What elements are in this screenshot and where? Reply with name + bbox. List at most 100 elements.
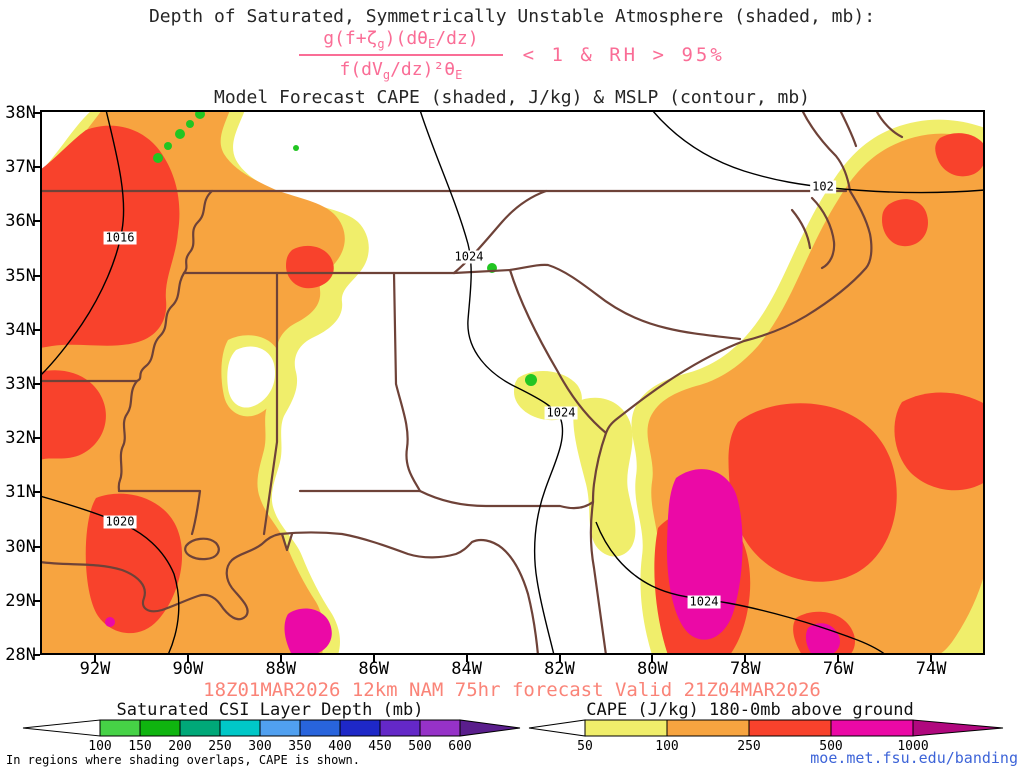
lat-axis-tick (33, 654, 40, 656)
colorbar-tick-label: 150 (128, 739, 152, 754)
lat-axis-tick (33, 437, 40, 440)
forecast-valid-line: 18Z01MAR2026 12km NAM 75hr forecast Vali… (203, 679, 821, 701)
colorbar-segment (219, 719, 261, 737)
coastline-virginia (838, 108, 858, 148)
site-link[interactable]: moe.met.fsu.edu/banding (810, 749, 1018, 767)
colorbar-tick-label: 400 (328, 739, 352, 754)
lon-axis-tick (94, 655, 96, 662)
lon-axis-tick (279, 655, 282, 662)
formula-denominator: f(dVg/dz)²θE (339, 59, 463, 82)
colorbar-segment (179, 719, 221, 737)
colorbar-left-arrow (528, 719, 586, 737)
lat-axis-label: 32N (5, 428, 36, 449)
colorbar-tick-label: 500 (408, 739, 432, 754)
lon-axis-tick (744, 655, 747, 662)
cape-colorbar (528, 719, 1004, 737)
colorbar-tick-label: 600 (448, 739, 472, 754)
lat-axis-tick (33, 491, 40, 494)
cape-legend-title: CAPE (J/kg) 180-0mb above ground (586, 700, 914, 720)
colorbar-tick-label: 200 (168, 739, 192, 754)
lon-axis-label: 82W (544, 659, 575, 679)
colorbar-right-arrow (912, 719, 1004, 737)
lon-axis-label: 88W (265, 659, 297, 679)
lat-axis-tick (33, 112, 40, 114)
lon-axis-tick (372, 655, 375, 662)
contour-1020 (39, 495, 180, 656)
lat-axis-tick (33, 383, 40, 385)
shade-magenta-dot (105, 617, 115, 627)
colorbar-segment (259, 719, 301, 737)
lat-axis-label: 29N (5, 590, 36, 611)
shade-red-west-mid (40, 370, 106, 460)
contour-1016 (39, 109, 125, 377)
lon-axis-label: 76W (822, 659, 854, 679)
csi-green-spot (293, 145, 299, 151)
lat-axis-label: 34N (5, 319, 36, 340)
colorbar-tick-label: 350 (288, 739, 312, 754)
csi-green-spot (186, 120, 194, 128)
lat-axis-label: 28N (5, 645, 36, 665)
shade-red-alabama (286, 245, 334, 289)
csi-green-spot (164, 142, 172, 150)
lat-axis-label: 36N (5, 211, 36, 232)
colorbar-segment (666, 719, 750, 737)
csi-formula: g(f+ζg)(dθE/dz) f(dVg/dz)²θE < 1 & RH > … (0, 28, 1024, 82)
lat-axis-tick (33, 220, 40, 223)
shade-red-atlantic-core (728, 403, 897, 582)
page-title: Depth of Saturated, Symmetrically Unstab… (148, 6, 876, 27)
formula-condition: < 1 & RH > 95% (522, 44, 725, 66)
lat-axis-tick (33, 274, 40, 277)
colorbar-segment (584, 719, 668, 737)
shade-red-east-edge (894, 392, 985, 491)
colorbar-tick-label: 50 (577, 739, 593, 754)
lon-axis-tick (186, 655, 189, 662)
border-northcarolina-southcarolina (452, 263, 742, 341)
map-frame (40, 110, 985, 655)
forecast-map (38, 108, 987, 657)
border-alabama-georgia (392, 271, 422, 493)
state-borders (38, 108, 904, 657)
lat-axis-label: 33N (5, 374, 36, 394)
coastline-atlantic (589, 108, 873, 657)
colorbar-segment (379, 719, 421, 737)
lon-axis-tick (837, 655, 840, 662)
lon-axis-label: 80W (637, 659, 668, 679)
shade-magenta-atlantic (666, 469, 743, 640)
colorbar-right-arrow (459, 719, 521, 737)
colorbar-tick-label: 250 (208, 739, 232, 754)
coastline-pamlico-sound (810, 196, 836, 270)
colorbar-tick-label: 450 (368, 739, 392, 754)
shade-red-topright (935, 133, 987, 177)
map-area (38, 108, 987, 657)
coastline-chesapeake (874, 108, 904, 139)
colorbar-segment (139, 719, 181, 737)
contour-1024-south (595, 521, 887, 656)
lat-axis-label: 30N (5, 536, 36, 557)
colorbar-tick-label: 300 (248, 739, 272, 754)
lat-axis-label: 37N (5, 157, 36, 178)
subtitle: Model Forecast CAPE (shaded, J/kg) & MSL… (213, 87, 811, 108)
lon-axis-label: 86W (358, 659, 390, 679)
colorbar-segment (99, 719, 141, 737)
mslp-contours (39, 109, 986, 656)
csi-colorbar (22, 719, 521, 737)
contour-1024-central (419, 109, 564, 656)
border-mississippi-river (117, 189, 214, 493)
contour-1028-north (651, 109, 986, 194)
overlap-note: In regions where shading overlaps, CAPE … (6, 753, 361, 767)
lat-axis-tick (33, 599, 40, 602)
border-mississippi-alabama (262, 271, 279, 536)
colorbar-segment (299, 719, 341, 737)
shade-red-louisiana (85, 493, 183, 634)
lat-axis-tick (33, 166, 40, 169)
csi-green-spot (175, 129, 185, 139)
coastline-albemarle-sound (790, 208, 812, 250)
shade-magenta-west (284, 608, 332, 655)
formula-fraction: g(f+ζg)(dθE/dz) f(dVg/dz)²θE (299, 28, 503, 82)
lake-pontchartrain (184, 537, 220, 561)
colorbar-segment (419, 719, 461, 737)
lat-axis-label: 31N (5, 482, 36, 503)
border-georgia-florida (418, 489, 595, 510)
shade-gap-white (227, 346, 276, 408)
